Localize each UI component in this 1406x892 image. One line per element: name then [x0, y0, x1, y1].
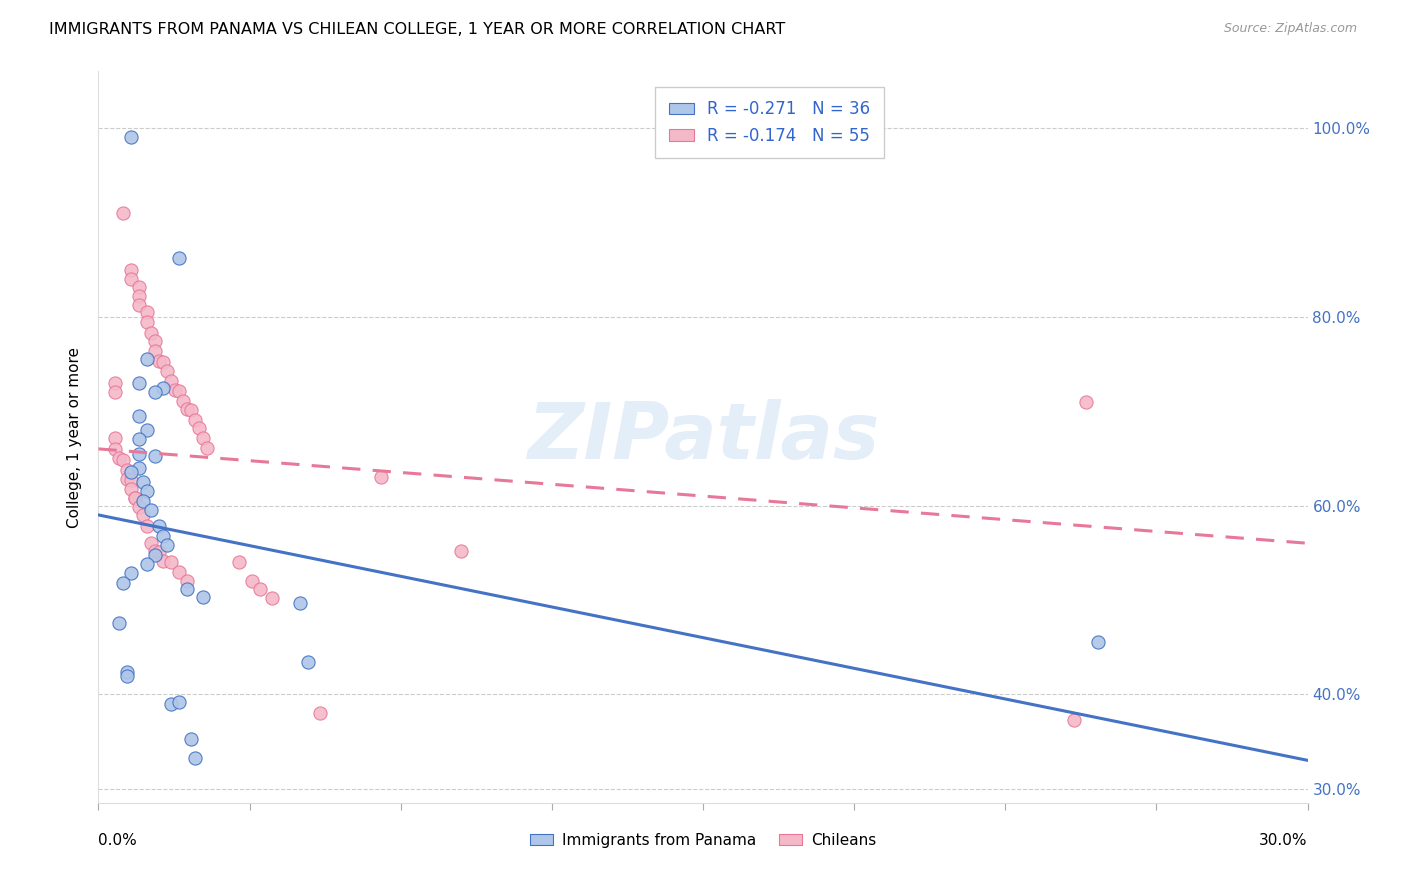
Point: [297, 655, 319, 669]
Point: [115, 665, 138, 679]
Point: [128, 279, 150, 293]
Point: [1063, 713, 1085, 727]
Point: [260, 591, 283, 605]
Text: ZIPatlas: ZIPatlas: [527, 399, 879, 475]
Point: [152, 355, 174, 369]
Point: [135, 315, 157, 329]
Point: [143, 334, 166, 349]
Point: [120, 566, 142, 581]
Point: [184, 412, 207, 426]
Point: [156, 364, 179, 378]
Point: [143, 548, 166, 562]
Point: [176, 574, 198, 588]
Point: [370, 470, 392, 484]
Point: [148, 519, 170, 533]
Point: [193, 590, 215, 604]
Point: [103, 385, 125, 400]
Point: [120, 262, 142, 277]
Point: [143, 543, 166, 558]
Point: [111, 575, 134, 590]
Point: [120, 482, 142, 496]
Point: [128, 289, 150, 303]
Point: [139, 326, 162, 340]
Point: [103, 431, 125, 445]
Point: [184, 751, 207, 765]
Point: [193, 431, 215, 445]
Point: [167, 695, 190, 709]
Point: [450, 543, 472, 558]
Point: [167, 251, 190, 265]
Point: [135, 484, 157, 499]
Point: [132, 493, 155, 508]
Point: [107, 615, 129, 630]
Point: [180, 403, 202, 417]
Text: 30.0%: 30.0%: [1260, 833, 1308, 848]
Point: [148, 545, 170, 559]
Point: [139, 536, 162, 550]
Point: [132, 475, 155, 489]
Point: [115, 669, 138, 683]
Point: [135, 352, 157, 367]
Point: [160, 374, 183, 388]
Point: [107, 451, 129, 466]
Point: [176, 582, 198, 596]
Point: [120, 466, 142, 480]
Point: [172, 393, 194, 408]
Point: [132, 508, 155, 522]
Point: [120, 130, 142, 145]
Point: [309, 706, 332, 720]
Point: [135, 519, 157, 533]
Point: [135, 557, 157, 571]
Point: [1074, 394, 1097, 409]
Point: [288, 596, 311, 610]
Point: [143, 385, 166, 400]
Point: [115, 472, 138, 486]
Point: [195, 441, 218, 455]
Point: [160, 697, 183, 711]
Point: [128, 460, 150, 475]
Point: [120, 272, 142, 286]
Point: [115, 463, 138, 477]
Point: [111, 206, 134, 220]
Point: [128, 376, 150, 390]
Text: 0.0%: 0.0%: [98, 833, 138, 848]
Point: [180, 731, 202, 746]
Text: IMMIGRANTS FROM PANAMA VS CHILEAN COLLEGE, 1 YEAR OR MORE CORRELATION CHART: IMMIGRANTS FROM PANAMA VS CHILEAN COLLEG…: [49, 22, 786, 37]
Point: [167, 384, 190, 399]
Point: [128, 409, 150, 423]
Point: [228, 555, 250, 569]
Point: [143, 450, 166, 464]
Point: [111, 453, 134, 467]
Point: [128, 298, 150, 312]
Point: [128, 433, 150, 447]
Point: [1087, 635, 1109, 649]
Point: [176, 402, 198, 417]
Point: [152, 380, 174, 394]
Point: [128, 447, 150, 461]
Point: [167, 565, 190, 579]
Point: [124, 491, 146, 505]
Legend: Immigrants from Panama, Chileans: Immigrants from Panama, Chileans: [520, 824, 886, 857]
Point: [128, 500, 150, 515]
Point: [156, 538, 179, 552]
Point: [188, 421, 211, 435]
Point: [103, 442, 125, 456]
Point: [124, 491, 146, 505]
Point: [148, 354, 170, 368]
Point: [160, 555, 183, 569]
Point: [135, 305, 157, 319]
Point: [152, 554, 174, 568]
Point: [120, 473, 142, 487]
Y-axis label: College, 1 year or more: College, 1 year or more: [66, 347, 82, 527]
Point: [103, 376, 125, 390]
Point: [143, 343, 166, 358]
Point: [240, 574, 263, 588]
Text: Source: ZipAtlas.com: Source: ZipAtlas.com: [1223, 22, 1357, 36]
Point: [139, 503, 162, 517]
Point: [152, 529, 174, 543]
Point: [135, 423, 157, 437]
Point: [249, 582, 271, 596]
Point: [163, 384, 186, 398]
